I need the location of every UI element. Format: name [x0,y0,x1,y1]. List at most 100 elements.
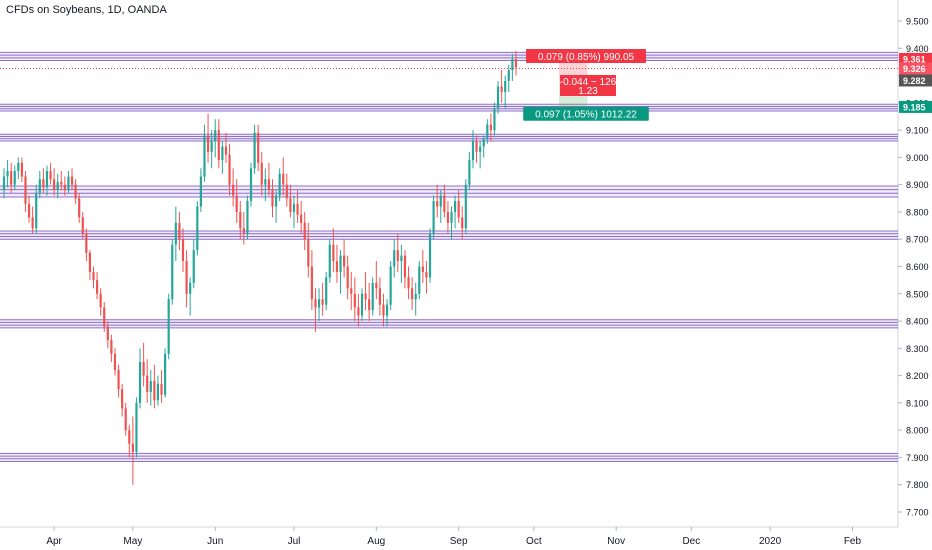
candle-body [371,282,374,311]
candle [371,277,374,316]
candle-body [103,307,106,327]
candle-body [49,171,52,180]
target-label-bg [523,106,649,121]
candle [500,70,503,103]
y-tick-label: 8.600 [906,262,929,272]
candle [471,130,475,169]
candle [103,301,106,332]
candle [443,184,446,218]
candle [407,266,410,300]
candle-body [332,244,335,262]
candle-body [78,198,81,218]
candle [74,179,77,204]
candle-body [339,255,342,272]
zone-fill [0,104,898,112]
candle-body [310,266,313,300]
candle [174,206,177,262]
candle [514,51,518,76]
candle-body [192,250,195,283]
x-tick-label: May [123,536,142,547]
candle [88,250,92,281]
candle [131,416,134,485]
candle [81,211,84,240]
candle-body [432,201,435,234]
candle-body [17,162,20,172]
candle-body [274,195,278,207]
candle [160,370,163,403]
candle [31,206,34,234]
candle-body [264,179,267,185]
candle [189,277,192,316]
candle-body [164,353,167,395]
price-tag-bg [899,100,932,113]
candle-body [24,176,27,204]
candle-body [317,299,321,308]
x-tick-label: 2020 [759,536,782,547]
candle-body [88,252,92,272]
candle [411,277,414,311]
candle [360,288,364,322]
candle [138,348,142,409]
candle [185,250,188,308]
candle-body [56,181,59,191]
candle-body [489,124,492,131]
candle-body [457,201,460,218]
price-tag-label: 9.282 [903,76,926,86]
candle-body [375,282,378,289]
candle [486,119,489,144]
x-tick-label: Aug [367,536,385,547]
candle [300,201,303,234]
zone-fill [0,134,898,142]
candle-body [156,383,160,401]
zone-5 [0,319,898,329]
candle-body [45,171,49,188]
candle [164,348,167,398]
candle-body [385,304,389,316]
candle [196,201,199,256]
candle [271,179,274,218]
price-tag-bg [899,74,932,87]
candle-body [292,203,296,212]
candle-body [74,184,77,199]
candle [425,261,428,294]
candle [242,211,245,245]
candle-body [353,293,356,308]
candle [153,364,156,409]
candle-body [92,271,95,281]
y-tick-label: 8.700 [906,235,929,245]
zone-1 [0,103,898,112]
candle [450,206,453,240]
candle-body [382,304,385,316]
candle-body [42,179,45,188]
candle-body [20,162,23,177]
candle [339,250,342,294]
candle-body [479,146,482,152]
candle [253,124,256,174]
candle [289,184,292,218]
candle-body [289,198,292,212]
candle [310,250,313,311]
candle-body [468,160,471,185]
candle-body [271,190,274,207]
candle [428,228,432,283]
candle [110,334,113,362]
candle-body [278,173,281,196]
candle-body [450,211,453,223]
candle [489,113,492,142]
y-tick-label: 9.400 [906,44,929,54]
candle [142,342,145,387]
candle [389,261,392,311]
zone-fill [0,186,898,197]
candle [457,190,460,223]
candle [507,64,510,92]
candle-body [453,201,457,212]
candle [45,165,49,196]
candle-body [242,228,245,234]
candle-body [471,141,475,161]
candle-body [482,138,485,147]
candle [156,375,160,406]
y-tick-label: 9.000 [906,153,929,163]
candle [260,151,263,196]
x-tick-label: Dec [682,536,700,547]
